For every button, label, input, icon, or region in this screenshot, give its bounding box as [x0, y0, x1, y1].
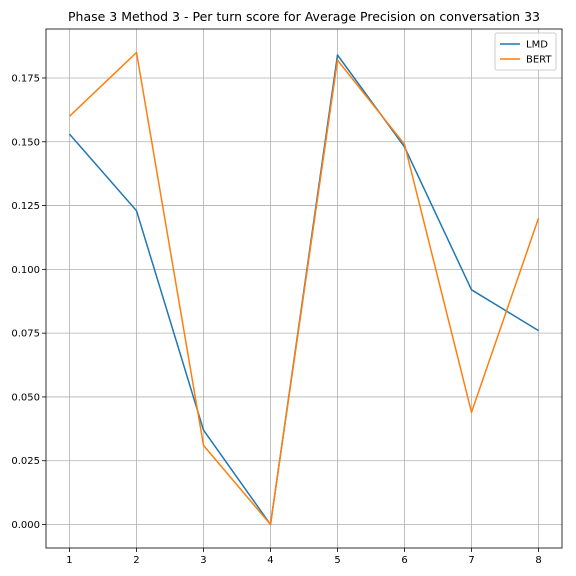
- y-tick-label: 0.025: [11, 456, 40, 467]
- x-tick-label: 3: [200, 555, 206, 566]
- series-lines: [68, 51, 540, 526]
- x-tick-label: 5: [334, 555, 340, 566]
- y-tick-label: 0.075: [11, 329, 40, 340]
- grid-lines: [46, 29, 562, 548]
- legend-label: LMD: [526, 40, 548, 51]
- x-tick-label: 1: [66, 555, 72, 566]
- legend-label: BERT: [526, 55, 552, 66]
- x-tick-label: 7: [468, 555, 474, 566]
- x-tick-label: 4: [267, 555, 273, 566]
- y-tick-label: 0.150: [11, 137, 40, 148]
- x-tick-label: 6: [401, 555, 407, 566]
- x-tick-label: 2: [133, 555, 139, 566]
- x-tick-label: 8: [535, 555, 541, 566]
- legend-box: [494, 32, 557, 71]
- axes: 1 2 3 4 5 6 7 8 0.000 0.025 0.050 0.075 0.100 0.125 0.…: [11, 28, 563, 566]
- y-tick-label: 0.175: [11, 73, 40, 84]
- series-line-bert: [68, 51, 540, 526]
- chart-title: Phase 3 Method 3 - Per turn score for Av…: [68, 9, 540, 24]
- y-tick-label: 0.100: [11, 265, 40, 276]
- legend: LMD BERT: [494, 32, 557, 71]
- y-tick-label: 0.000: [11, 520, 40, 531]
- y-tick-label: 0.050: [11, 392, 40, 403]
- plot-frame: [45, 28, 563, 549]
- y-tick-label: 0.125: [11, 201, 40, 212]
